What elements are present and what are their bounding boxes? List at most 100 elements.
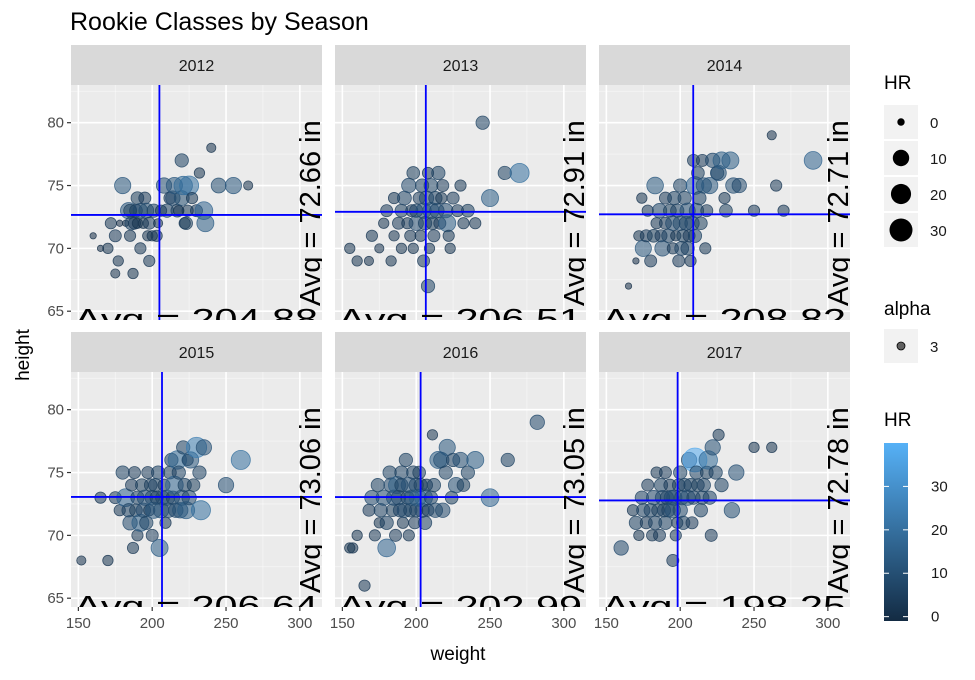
panel-background bbox=[71, 85, 322, 320]
data-point bbox=[420, 278, 436, 294]
data-point bbox=[362, 503, 376, 517]
legend-size-title: HR bbox=[884, 73, 911, 94]
data-point bbox=[718, 192, 731, 205]
data-point bbox=[368, 529, 381, 542]
legend-color-label: 20 bbox=[931, 522, 948, 539]
chart-title: Rookie Classes by Season bbox=[70, 8, 369, 36]
data-point bbox=[385, 255, 397, 267]
data-point bbox=[344, 242, 356, 254]
avg-weight-label: Avg = 208.82 bbox=[602, 304, 846, 336]
data-point bbox=[475, 115, 490, 130]
data-point bbox=[438, 214, 457, 233]
data-point bbox=[358, 579, 371, 592]
data-point bbox=[401, 177, 417, 194]
data-point bbox=[398, 452, 413, 468]
data-point bbox=[363, 255, 374, 266]
avg-height-label: Avg = 73.06 in bbox=[295, 407, 327, 593]
facet-strip bbox=[599, 45, 850, 85]
facet-strip bbox=[71, 332, 322, 372]
data-point bbox=[102, 242, 114, 254]
y-tick-label: 80 bbox=[47, 115, 64, 132]
data-point bbox=[633, 529, 645, 541]
data-point bbox=[672, 254, 686, 268]
data-point bbox=[701, 177, 719, 195]
data-point bbox=[374, 243, 385, 254]
x-tick-label: 300 bbox=[551, 615, 576, 632]
data-point bbox=[766, 441, 778, 454]
x-tick-label: 200 bbox=[140, 615, 165, 632]
data-point bbox=[452, 451, 469, 469]
data-point bbox=[153, 218, 164, 229]
data-point bbox=[442, 229, 455, 242]
data-point bbox=[110, 268, 121, 279]
facet-strip-label: 2016 bbox=[443, 345, 479, 362]
data-point bbox=[669, 529, 682, 542]
x-tick-label: 300 bbox=[815, 615, 840, 632]
avg-weight-label: Avg = 198.25 bbox=[602, 591, 846, 623]
data-point bbox=[427, 229, 441, 243]
data-point bbox=[658, 466, 672, 479]
data-point bbox=[380, 204, 394, 218]
data-point bbox=[139, 515, 154, 530]
facet-strip bbox=[335, 45, 586, 85]
data-point bbox=[680, 241, 695, 256]
legend-size-key bbox=[889, 218, 913, 242]
data-point bbox=[112, 255, 124, 267]
data-point bbox=[126, 541, 140, 555]
legend-colorbar bbox=[884, 443, 908, 621]
data-point bbox=[196, 214, 215, 233]
data-point bbox=[699, 242, 712, 255]
data-point bbox=[210, 177, 227, 194]
x-tick-label: 250 bbox=[478, 615, 503, 632]
data-point bbox=[500, 452, 515, 468]
data-point bbox=[481, 189, 499, 208]
data-point bbox=[186, 192, 199, 205]
y-tick-label: 70 bbox=[47, 240, 64, 257]
y-axis-label: height bbox=[13, 328, 34, 380]
data-point bbox=[104, 217, 117, 230]
legend-size-key bbox=[897, 118, 905, 126]
data-point bbox=[114, 177, 132, 195]
data-point bbox=[509, 162, 530, 183]
data-point bbox=[748, 441, 760, 454]
point-group bbox=[76, 436, 251, 567]
data-point bbox=[696, 478, 711, 493]
data-point bbox=[138, 191, 152, 205]
avg-height-label: Avg = 72.71 in bbox=[823, 120, 855, 306]
legend-size-label: 30 bbox=[930, 223, 947, 240]
data-point bbox=[704, 528, 718, 542]
data-point bbox=[723, 502, 740, 519]
data-point bbox=[693, 503, 708, 518]
legend-size-key bbox=[890, 183, 912, 205]
data-point bbox=[192, 465, 207, 480]
y-tick-label: 65 bbox=[47, 303, 64, 320]
legend: HR 0 10 20 30 alpha 3 HR 0 10 20 30 bbox=[884, 73, 948, 626]
avg-weight-label: Avg = 202.99 bbox=[338, 591, 582, 623]
data-point bbox=[76, 555, 87, 566]
x-tick-label: 150 bbox=[594, 615, 619, 632]
data-point bbox=[714, 478, 729, 493]
facet-strip-label: 2014 bbox=[707, 58, 743, 75]
legend-size-label: 20 bbox=[930, 187, 947, 204]
data-point bbox=[646, 176, 664, 195]
data-point bbox=[624, 282, 633, 290]
data-point bbox=[684, 254, 697, 268]
avg-weight-label: Avg = 206.51 bbox=[338, 304, 582, 336]
data-point bbox=[347, 542, 359, 554]
data-point bbox=[128, 466, 141, 479]
data-point bbox=[407, 242, 419, 254]
facet-strip-label: 2017 bbox=[707, 345, 743, 362]
legend-size-key bbox=[892, 149, 910, 167]
data-point bbox=[379, 515, 394, 530]
data-point bbox=[395, 242, 408, 254]
data-point bbox=[644, 254, 658, 268]
data-point bbox=[444, 242, 456, 254]
data-point bbox=[469, 217, 482, 230]
data-point bbox=[446, 191, 460, 205]
data-point bbox=[108, 229, 122, 243]
